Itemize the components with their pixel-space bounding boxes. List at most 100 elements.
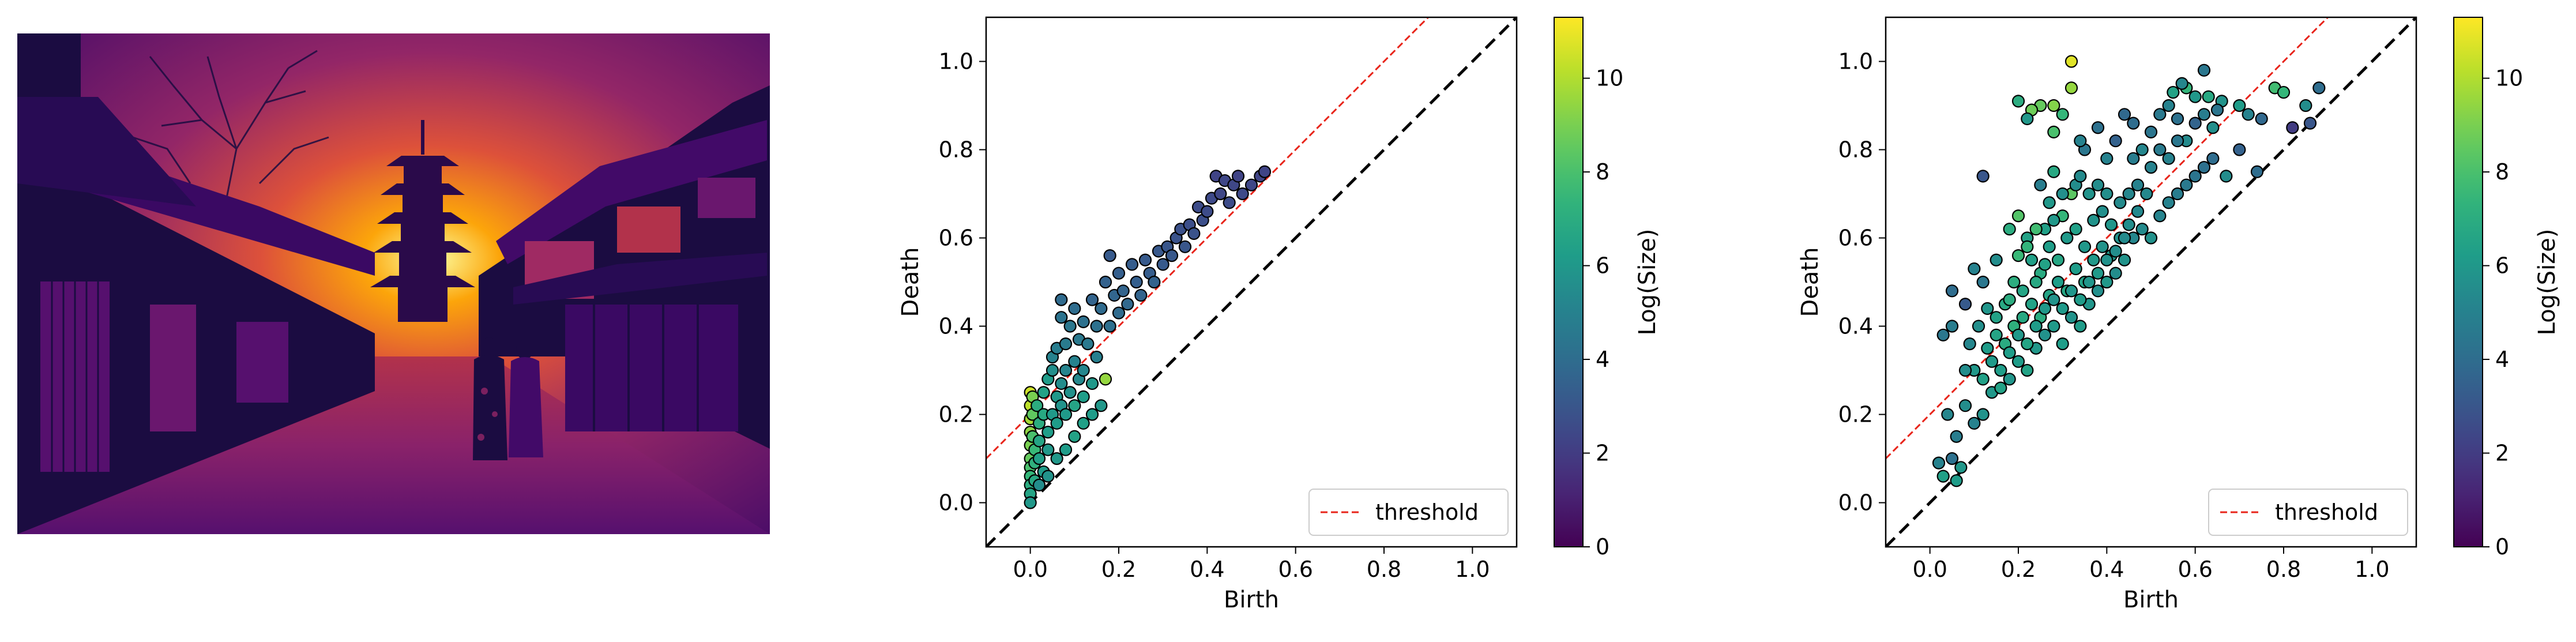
scatter-point [2003,293,2016,306]
colorbar-tick-label: 2 [2495,441,2509,466]
x-tick-label: 0.8 [1367,557,1401,582]
scatter-point [2029,275,2043,289]
scatter-point [1059,337,1073,351]
diagonal-line [986,17,1517,547]
scatter-point [1077,363,1090,377]
y-tick-label: 0.0 [939,490,973,516]
x-axis-label: Birth [1224,587,1279,613]
scatter-point [1968,416,1981,430]
scatter-point [2233,143,2246,156]
scatter-point [2100,275,2114,289]
scatter-point [2162,196,2175,209]
y-tick-label: 0.2 [939,402,973,427]
scatter-point [2082,187,2096,201]
scatter-point [2096,240,2109,253]
colorbar-tick-label: 2 [1596,441,1609,466]
y-axis-label: Death [897,247,924,317]
scatter-point [1945,320,1959,333]
scatter-point [2064,55,2078,68]
scatter-point [2144,231,2158,245]
scatter-point [1976,373,1990,386]
scatter-point [2197,161,2211,174]
colorbar [2453,17,2483,547]
scatter-point [1063,386,1077,399]
plot-area [1886,17,2416,547]
scatter-point [2162,152,2175,165]
scatter-point [2064,284,2078,298]
x-tick-label: 0.2 [1101,557,1136,582]
scatter-point [2047,213,2060,227]
colorbar-tick-label: 6 [1596,253,1609,279]
scatter-point [1050,452,1063,465]
scatter-point [2038,258,2052,271]
persistence-diagram-svg: 0.0 0.2 0.4 0.6 0.8 1.0 0.0 0.2 0.4 0.6 0.8 1.0 Birt… [1797,16,2560,613]
scatter-point [2043,196,2056,209]
scatter-point [2016,311,2029,324]
scatter-point [1178,240,1192,253]
scatter-point [1990,311,2003,324]
scatter-point [1032,452,1046,465]
scatter-point [2096,205,2109,218]
scatter-point [2078,240,2092,253]
scatter-point [2038,328,2052,341]
scatter-point [2021,363,2034,377]
scatter-point [1954,461,1968,474]
legend-box [2208,489,2408,536]
scatter-point [2153,143,2167,156]
scatter-point [2131,178,2145,192]
scatter-point [2074,320,2087,333]
scatter-point [2047,320,2060,333]
scatter-point [1950,474,1963,487]
scatter-point [1055,293,1068,306]
scatter-point [1958,399,1972,412]
scatter-point [2100,187,2114,201]
scatter-point [2056,108,2069,121]
street-pagoda-photo-icon [17,33,770,534]
scatter-point [2255,112,2268,126]
scatter-point [2153,209,2167,223]
scatter-point [2109,245,2122,258]
colorbar-tick-label: 0 [2495,534,2509,560]
scatter-point [1112,306,1126,320]
scatter-point [2003,373,2016,386]
scatter-point [1032,434,1046,448]
scatter-point [1214,187,1227,201]
scatter-point [2069,262,2082,276]
persistence-diagram-1: 0.0 0.2 0.4 0.6 0.8 1.0 0.0 0.2 0.4 0.6 0.8 1.0 Birt… [865,0,1753,642]
x-tick-label: 0.8 [2266,557,2301,582]
scatter-point [2091,284,2105,298]
scatter-point [1244,178,1258,192]
y-tick-label: 0.4 [939,314,973,339]
scatter-point [2007,275,2021,289]
scatter-point [2206,121,2220,134]
scatter-point [2091,266,2105,280]
scatter-point [1077,416,1090,430]
scatter-point [2056,337,2069,351]
scatter-point [1156,258,1169,271]
scatter-point [1994,381,2007,395]
y-tick-label: 0.6 [939,226,973,251]
x-axis-label: Birth [2123,587,2179,613]
scatter-point [1095,399,1108,412]
scatter-point [2202,90,2215,103]
threshold-line [1886,17,2329,460]
scatter-point [2171,112,2184,126]
scatter-point [2171,134,2184,148]
y-tick-label: 0.8 [1838,137,1873,163]
scatter-point [2197,108,2211,121]
scatter-point [2167,85,2180,99]
axes-frame [1885,16,2417,548]
scatter-point [1936,470,1950,483]
scatter-point [1231,170,1245,183]
x-tick-label: 0.4 [1190,557,1224,582]
scatter-point [2011,328,2025,341]
scatter-point [1024,496,1037,509]
scatter-point [1055,377,1068,391]
x-tick-label: 0.2 [2001,557,2036,582]
scatter-point [2299,99,2312,112]
colorbar-tick-label: 10 [2495,66,2523,91]
scatter-point [2122,218,2135,231]
legend-box [1308,489,1509,536]
scatter-point [2011,209,2025,223]
scatter-point [1032,478,1046,492]
